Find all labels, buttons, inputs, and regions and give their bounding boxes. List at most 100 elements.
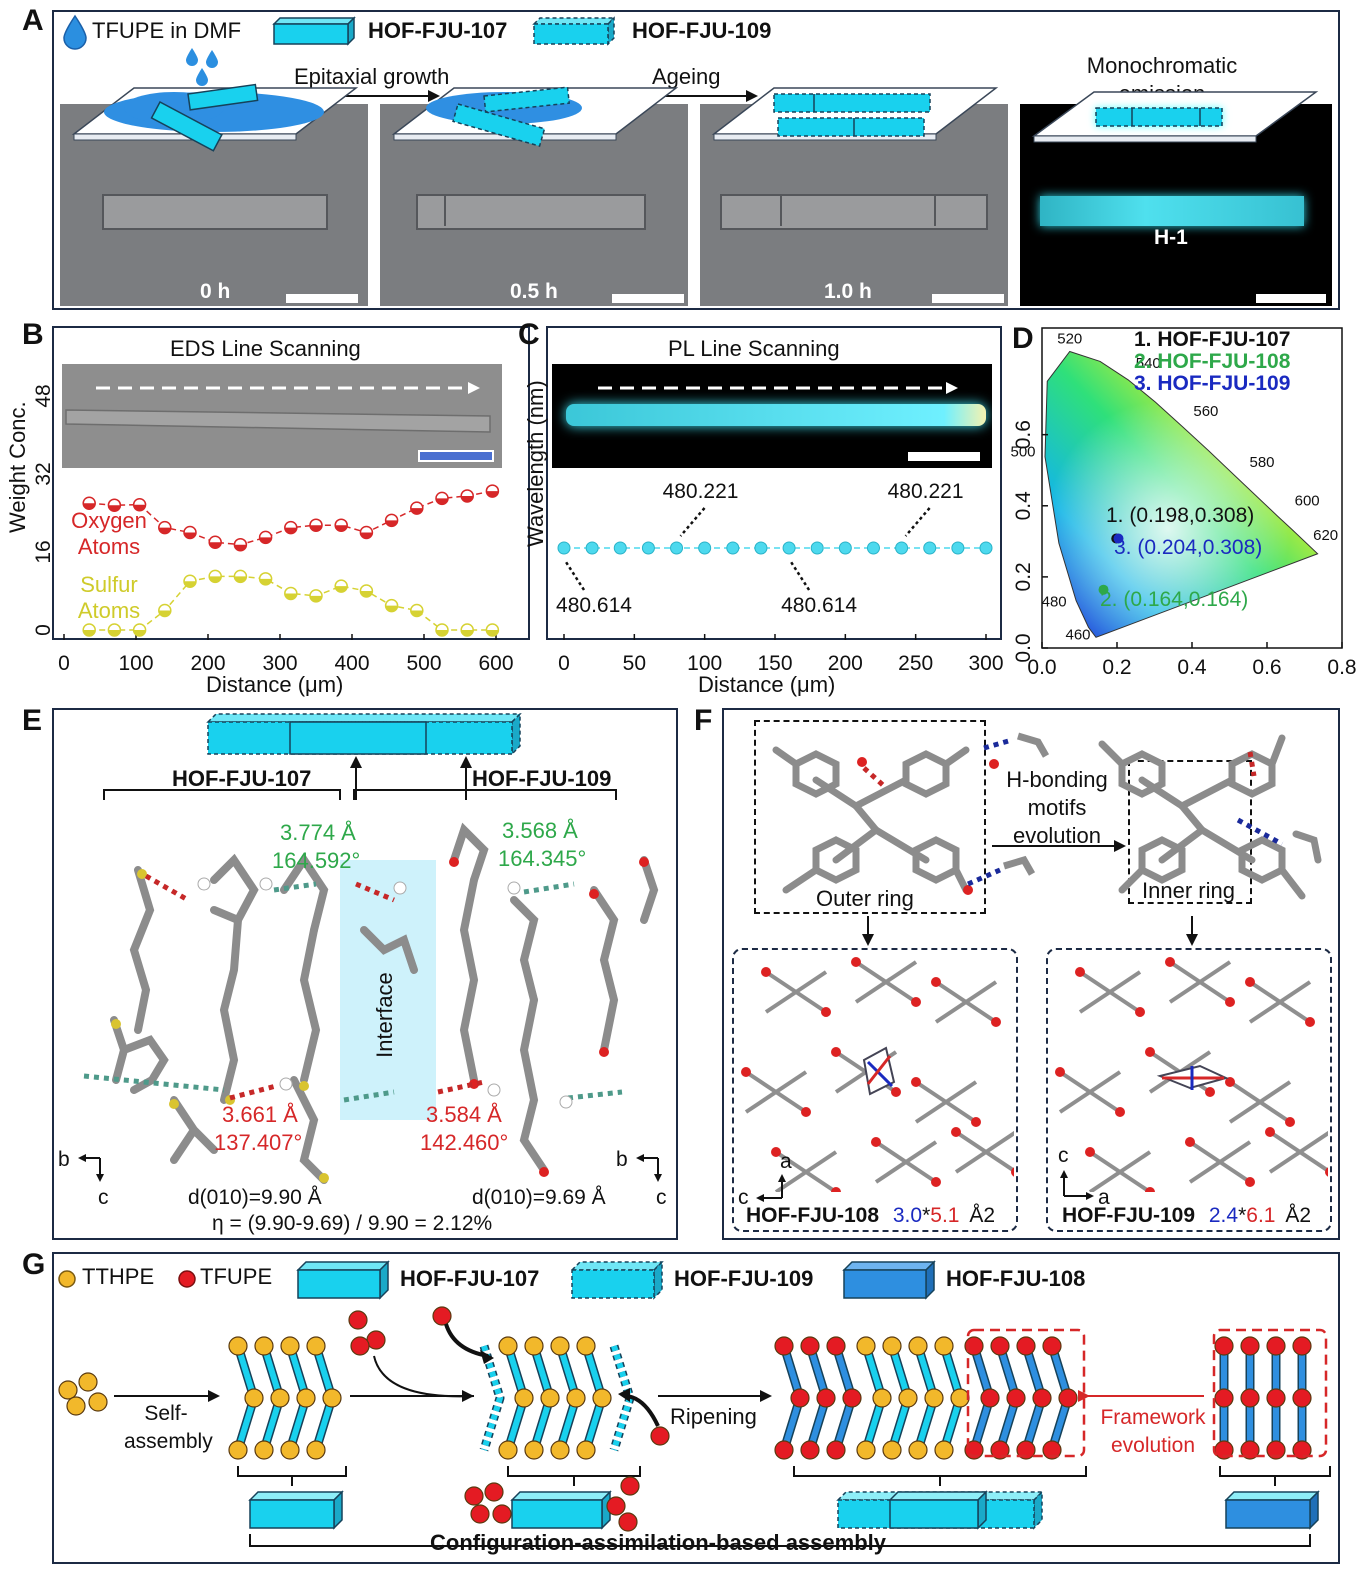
e-green1-dist: 3.774 Å: [280, 820, 356, 845]
wavelength-label: 620: [1313, 527, 1338, 544]
data-point: [613, 541, 627, 555]
scheme-arrow-head: [760, 1390, 772, 1402]
g-assembly-scheme: [58, 1306, 1331, 1547]
g-legend-108: HOF-FJU-108: [946, 1266, 1086, 1291]
crystal-top: [248, 1491, 344, 1501]
x-tick-label: 0: [58, 652, 70, 675]
data-point-fill: [410, 610, 423, 617]
data-point-fill: [108, 505, 121, 512]
data-point-fill: [385, 605, 398, 612]
e-axis-right-c: c: [656, 1186, 667, 1209]
f-outer-label: Outer ring: [816, 886, 914, 911]
data-point: [866, 541, 880, 555]
tfupe-dot: [620, 1476, 640, 1496]
x-tick-label: 500: [406, 652, 441, 675]
framework-108: [741, 957, 1014, 1192]
g-step1: Self-assembly: [124, 1402, 213, 1453]
tthpe-dot: [872, 1388, 892, 1408]
x-tick-label: 600: [478, 652, 513, 675]
chart-d: 0.0 0.2 0.4 0.6 0.8 0.0 0.2 0.4 0.6 460 480 500 520 5…: [1010, 327, 1357, 679]
e-red1-dist: 3.661 Å: [222, 1102, 298, 1127]
framework-unit: [741, 1067, 811, 1117]
tthpe-dot: [244, 1388, 264, 1408]
time-label-05h: 0.5 h: [510, 280, 558, 303]
framework-unit: [1165, 957, 1235, 1007]
framework-o: [1185, 1137, 1195, 1147]
tthpe-dot: [934, 1440, 954, 1460]
framework-bond: [744, 1070, 808, 1114]
e-red2-angle: 142.460°: [420, 1130, 509, 1155]
tthpe-dot: [524, 1440, 544, 1460]
tfupe-dot: [348, 1310, 368, 1330]
framework-unit: [1055, 1067, 1125, 1117]
framework-o: [1145, 1047, 1155, 1057]
x-tick-label: 300: [968, 652, 1003, 675]
data-point-fill: [385, 520, 398, 527]
framework-o: [1075, 967, 1085, 977]
framework-bond: [764, 970, 828, 1014]
wavelength-label: 560: [1193, 403, 1218, 420]
molecule-inner: [1098, 734, 1322, 900]
molecule-outer: [772, 732, 1050, 895]
pl-annotation-arrow: [904, 507, 931, 537]
pl-annotation-arrow: [790, 561, 811, 591]
framework-o: [831, 1187, 841, 1192]
tfupe-dot: [816, 1388, 836, 1408]
tthpe-dot: [270, 1388, 290, 1408]
tfupe-dot: [1214, 1336, 1234, 1356]
wavelength-label: 500: [1010, 444, 1035, 461]
framework-bond: [1248, 980, 1312, 1024]
framework-o: [1115, 1107, 1125, 1117]
e-green2-dist: 3.568 Å: [502, 818, 578, 843]
f-axis-left-c: c: [738, 1186, 749, 1209]
wavelength-label: 580: [1249, 454, 1274, 471]
framework-unit: [1085, 1147, 1155, 1192]
data-point: [585, 541, 599, 555]
point-label-1: 1. (0.198,0.308): [1106, 504, 1255, 527]
tfupe-dot: [366, 1330, 386, 1350]
x-tick-label: 250: [898, 652, 933, 675]
tthpe-dot: [524, 1336, 544, 1356]
tfupe-dot: [618, 1512, 638, 1532]
f-right-structure-box: [1046, 948, 1332, 1232]
framework-o: [761, 967, 771, 977]
tthpe-dot: [576, 1440, 596, 1460]
data-point-fill: [184, 532, 196, 539]
framework-o: [1205, 1087, 1215, 1097]
panel-label-g: G: [22, 1248, 46, 1281]
framework-o: [801, 1107, 811, 1117]
tfupe-dot: [1292, 1388, 1312, 1408]
axes-icon-f-right: [1060, 1170, 1094, 1200]
tthpe-dot: [540, 1388, 560, 1408]
framework-o: [971, 1117, 981, 1127]
data-point-fill: [461, 495, 474, 502]
framework-unit: [911, 1077, 981, 1127]
data-point-fill: [234, 576, 247, 583]
tthpe-dot: [566, 1388, 586, 1408]
framework-bond: [1268, 1130, 1328, 1174]
framework-o: [1245, 1177, 1255, 1187]
cie-point-3: [1113, 533, 1124, 544]
framework-o: [911, 997, 921, 1007]
chart-c-title: PL Line Scanning: [668, 336, 840, 361]
data-point-fill: [133, 504, 146, 511]
tthpe-dot: [296, 1388, 316, 1408]
y-tick-label: 16: [32, 540, 55, 563]
g-legend-107: HOF-FJU-107: [400, 1266, 540, 1291]
tthpe-dot: [228, 1440, 248, 1460]
tthpe-dot: [856, 1336, 876, 1356]
substrate-stage-2: [391, 86, 679, 148]
e-axis-left-c: c: [98, 1186, 109, 1209]
tthpe-dot: [498, 1440, 518, 1460]
data-point-fill: [310, 525, 322, 532]
axes-icon-f-left: [756, 1174, 786, 1202]
brace: [507, 1466, 641, 1477]
framework-o: [831, 1047, 841, 1057]
data-point-fill: [436, 630, 448, 636]
brace-bottom: [249, 1534, 1311, 1547]
framework-o: [871, 1137, 881, 1147]
framework-o: [851, 957, 861, 967]
tfupe-dot: [1240, 1440, 1260, 1460]
framework-bond: [1228, 1080, 1292, 1124]
axes-icon-e-left: [78, 1154, 104, 1182]
